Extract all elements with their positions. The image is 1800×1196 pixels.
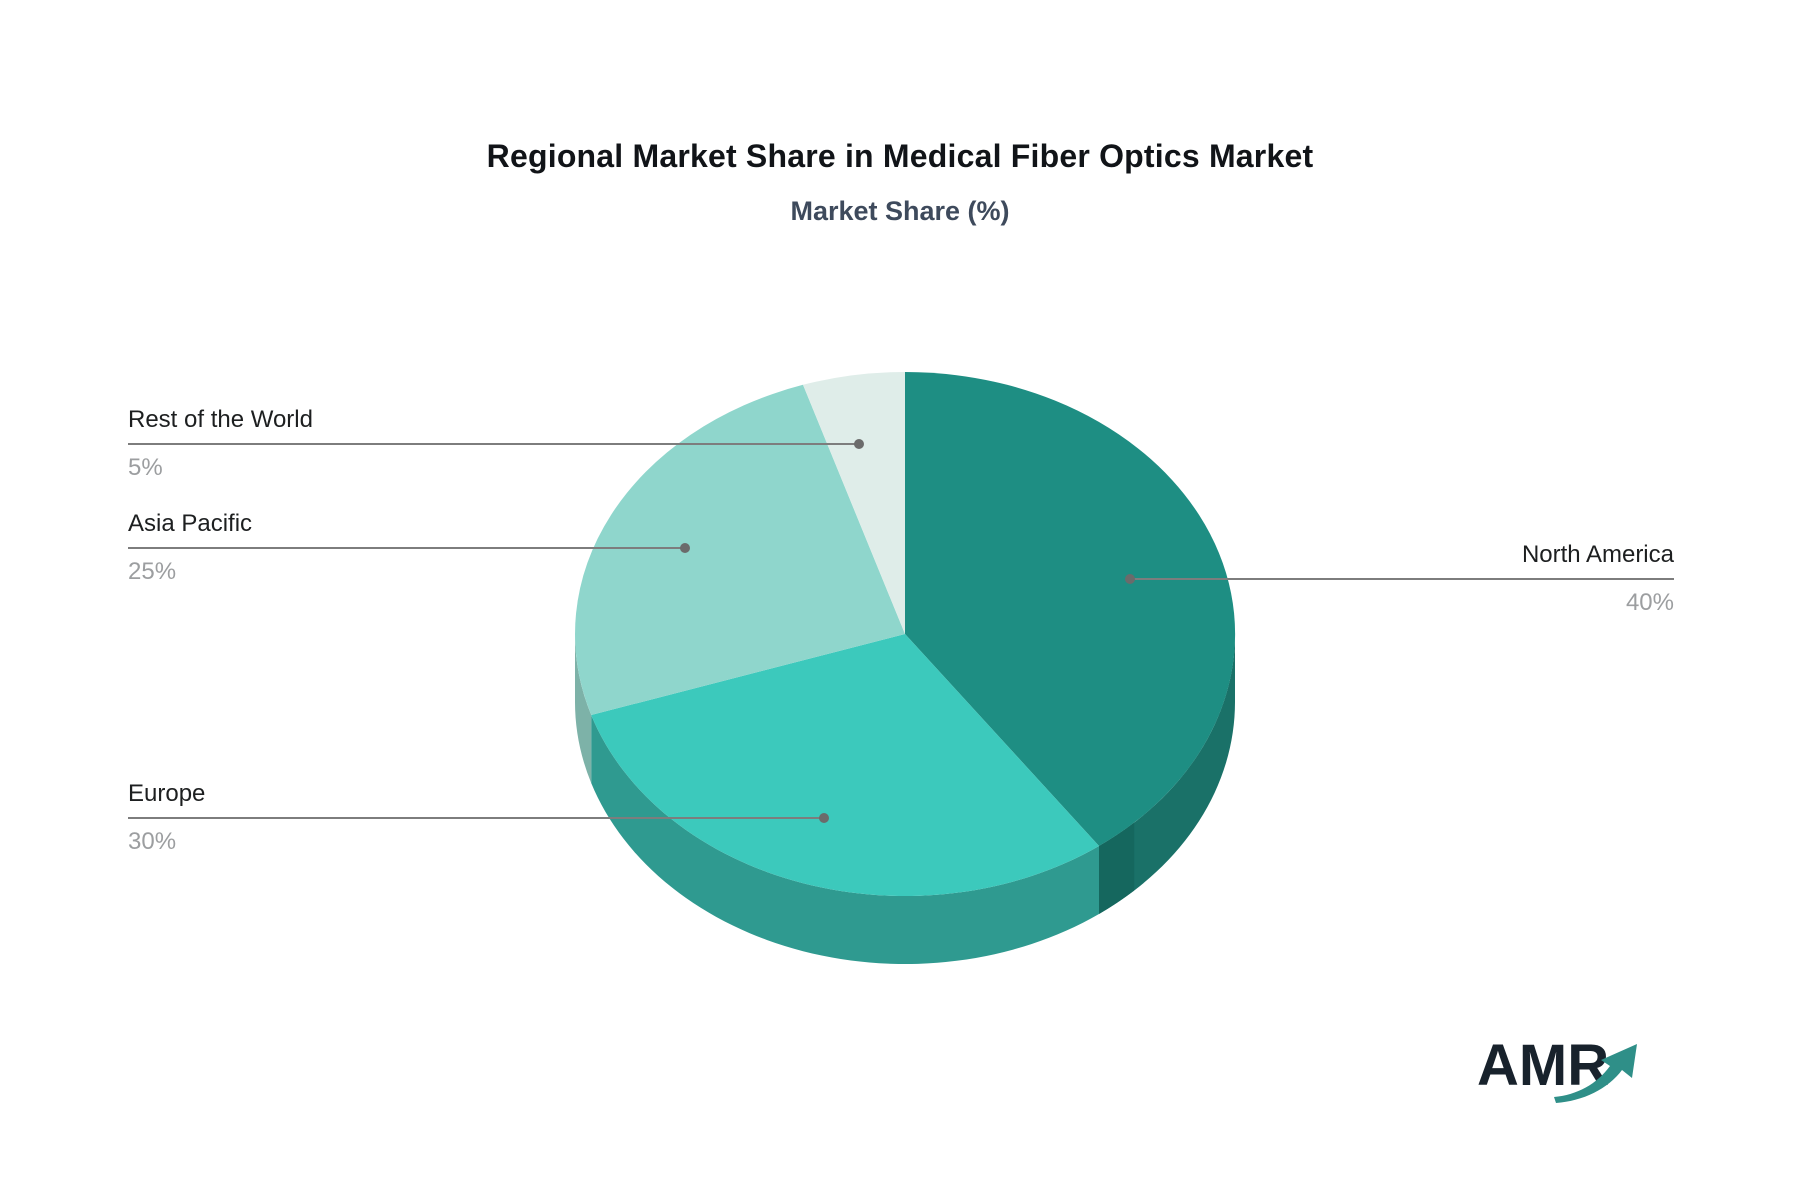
amr-logo-text: AMR: [1477, 1033, 1610, 1098]
chart-title: Regional Market Share in Medical Fiber O…: [486, 138, 1314, 174]
callout-label: North America: [1521, 541, 1674, 568]
callout-percent: 30%: [128, 828, 177, 855]
pie-slice-europe: [591, 634, 1099, 897]
leader-line: [128, 813, 829, 823]
pie-rim-europe: [591, 715, 1099, 965]
pie-slice-asia-pacific: [575, 384, 905, 715]
callout-percent: 25%: [128, 558, 177, 585]
leader-dot: [819, 813, 829, 823]
leader-line: [1125, 574, 1674, 584]
callout-asia-pacific: Asia Pacific 25%: [128, 509, 690, 587]
leader-dot: [680, 543, 690, 553]
amr-logo: AMR: [1477, 1036, 1717, 1126]
pie-slice-north-america: [905, 371, 1236, 846]
leader-line: [128, 439, 864, 449]
callout-percent: 40%: [1625, 589, 1674, 616]
pie-rim-edge-north-america: [1099, 822, 1135, 914]
callout-label: Europe: [128, 780, 206, 807]
leader-dot: [1125, 574, 1135, 584]
callout-rest-of-the-world: Rest of the World 5%: [128, 405, 864, 483]
pie-rim-asia-pacific: [575, 634, 592, 783]
growth-arrow-icon: [1554, 1044, 1637, 1103]
callout-label: Rest of the World: [128, 406, 313, 433]
callout-label: Asia Pacific: [128, 510, 253, 537]
pie-slice-rest-of-the-world: [803, 372, 905, 634]
leader-line: [128, 543, 690, 553]
leader-dot: [854, 439, 864, 449]
callout-north-america: North America 40%: [1125, 540, 1674, 618]
callout-europe: Europe 30%: [128, 779, 829, 857]
chart-subtitle: Market Share (%): [790, 196, 1010, 226]
callout-percent: 5%: [128, 454, 163, 481]
